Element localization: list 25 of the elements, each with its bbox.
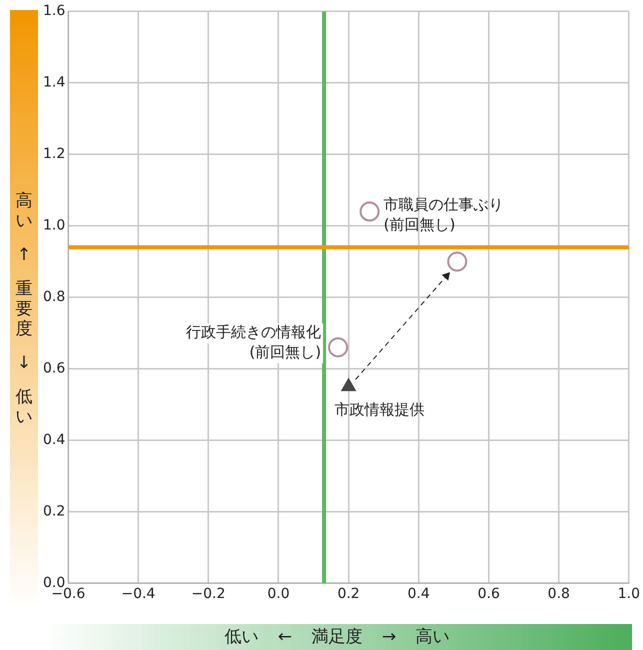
- y-tick-label: 1.4: [43, 74, 66, 91]
- y-tick-label: 0.4: [43, 432, 66, 448]
- x-tick-label: 0.6: [478, 586, 500, 602]
- y-tick-label: 1.6: [43, 3, 66, 20]
- x-axis-title: 低い ← 満足度 → 高い: [42, 624, 632, 650]
- x-tick-label: 1.0: [618, 586, 640, 602]
- x-tick-label: 0.4: [408, 586, 430, 602]
- y-tick-label: 0.2: [43, 503, 66, 520]
- x-tick-label: −0.2: [191, 586, 226, 602]
- series-label: 市職員の仕事ぶり (前回無し): [384, 195, 504, 234]
- x-tick-label: 0.0: [267, 586, 290, 602]
- y-tick-label: 0.8: [43, 288, 66, 305]
- series-label: 市政情報提供: [334, 400, 425, 419]
- x-tick-label: 0.2: [337, 586, 360, 602]
- x-tick-label: −0.4: [121, 586, 156, 602]
- point: [447, 252, 468, 272]
- point: [360, 202, 380, 222]
- x-tick-label: 0.8: [548, 586, 570, 602]
- text: 高い ↑ 重要度 ↓ 低い: [16, 191, 32, 427]
- series-label: 行政手続きの情報化 (前回無し): [186, 323, 322, 362]
- y-tick-label: 1.2: [43, 146, 66, 162]
- point: [341, 378, 356, 392]
- y-tick-label: 0.6: [43, 360, 66, 376]
- y-tick-label: 1.0: [43, 217, 66, 234]
- point: [328, 337, 348, 358]
